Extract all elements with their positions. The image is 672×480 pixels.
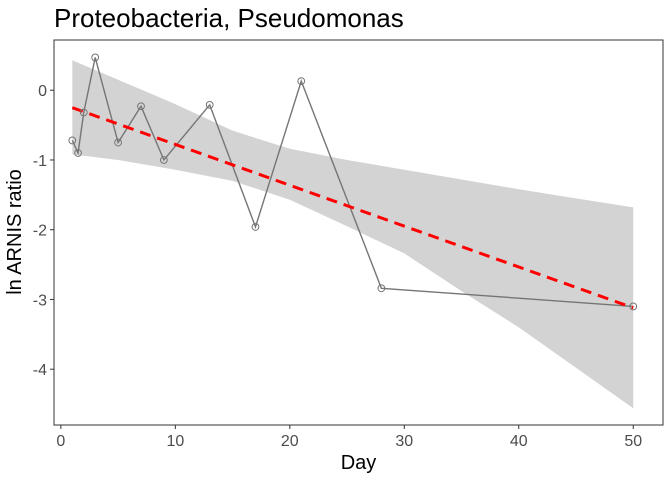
data-point [205, 100, 214, 109]
x-tick-label: 20 [281, 433, 299, 450]
data-point [251, 223, 260, 231]
confidence-band-layer [72, 60, 634, 409]
data-point [137, 102, 145, 111]
y-tick-label: -2 [33, 223, 47, 240]
x-tick-label: 0 [56, 433, 65, 450]
data-point [79, 108, 88, 117]
y-tick-label: -4 [33, 362, 47, 379]
data-point [377, 284, 386, 293]
data-point [68, 136, 77, 145]
y-tick-label: -3 [33, 292, 47, 309]
data-point [114, 138, 123, 147]
x-axis-title: Day [341, 452, 377, 474]
data-point [159, 156, 168, 164]
x-tick-label: 50 [624, 433, 642, 450]
y-axis: 0 -1 -2 -3 -4 [33, 83, 54, 379]
data-point-layer [68, 53, 638, 311]
x-tick-label: 40 [510, 433, 528, 450]
confidence-band [72, 60, 634, 409]
data-point [297, 77, 306, 86]
series-line [71, 57, 634, 308]
x-tick-label: 30 [395, 433, 413, 450]
data-point [74, 149, 82, 157]
x-axis: 0 10 20 30 40 50 [56, 425, 642, 450]
x-tick-label: 10 [166, 433, 184, 450]
trend-line-layer [71, 106, 634, 310]
trend-line [71, 106, 634, 310]
chart-title: Proteobacteria, Pseudomonas [54, 3, 404, 33]
plot-panel [53, 39, 664, 426]
y-tick-label: 0 [38, 83, 47, 100]
y-axis-title: ln ARNIS ratio [4, 169, 26, 295]
data-point [629, 302, 638, 311]
series-line-layer [71, 57, 634, 308]
y-tick-label: -1 [33, 153, 47, 170]
data-point [91, 53, 100, 62]
